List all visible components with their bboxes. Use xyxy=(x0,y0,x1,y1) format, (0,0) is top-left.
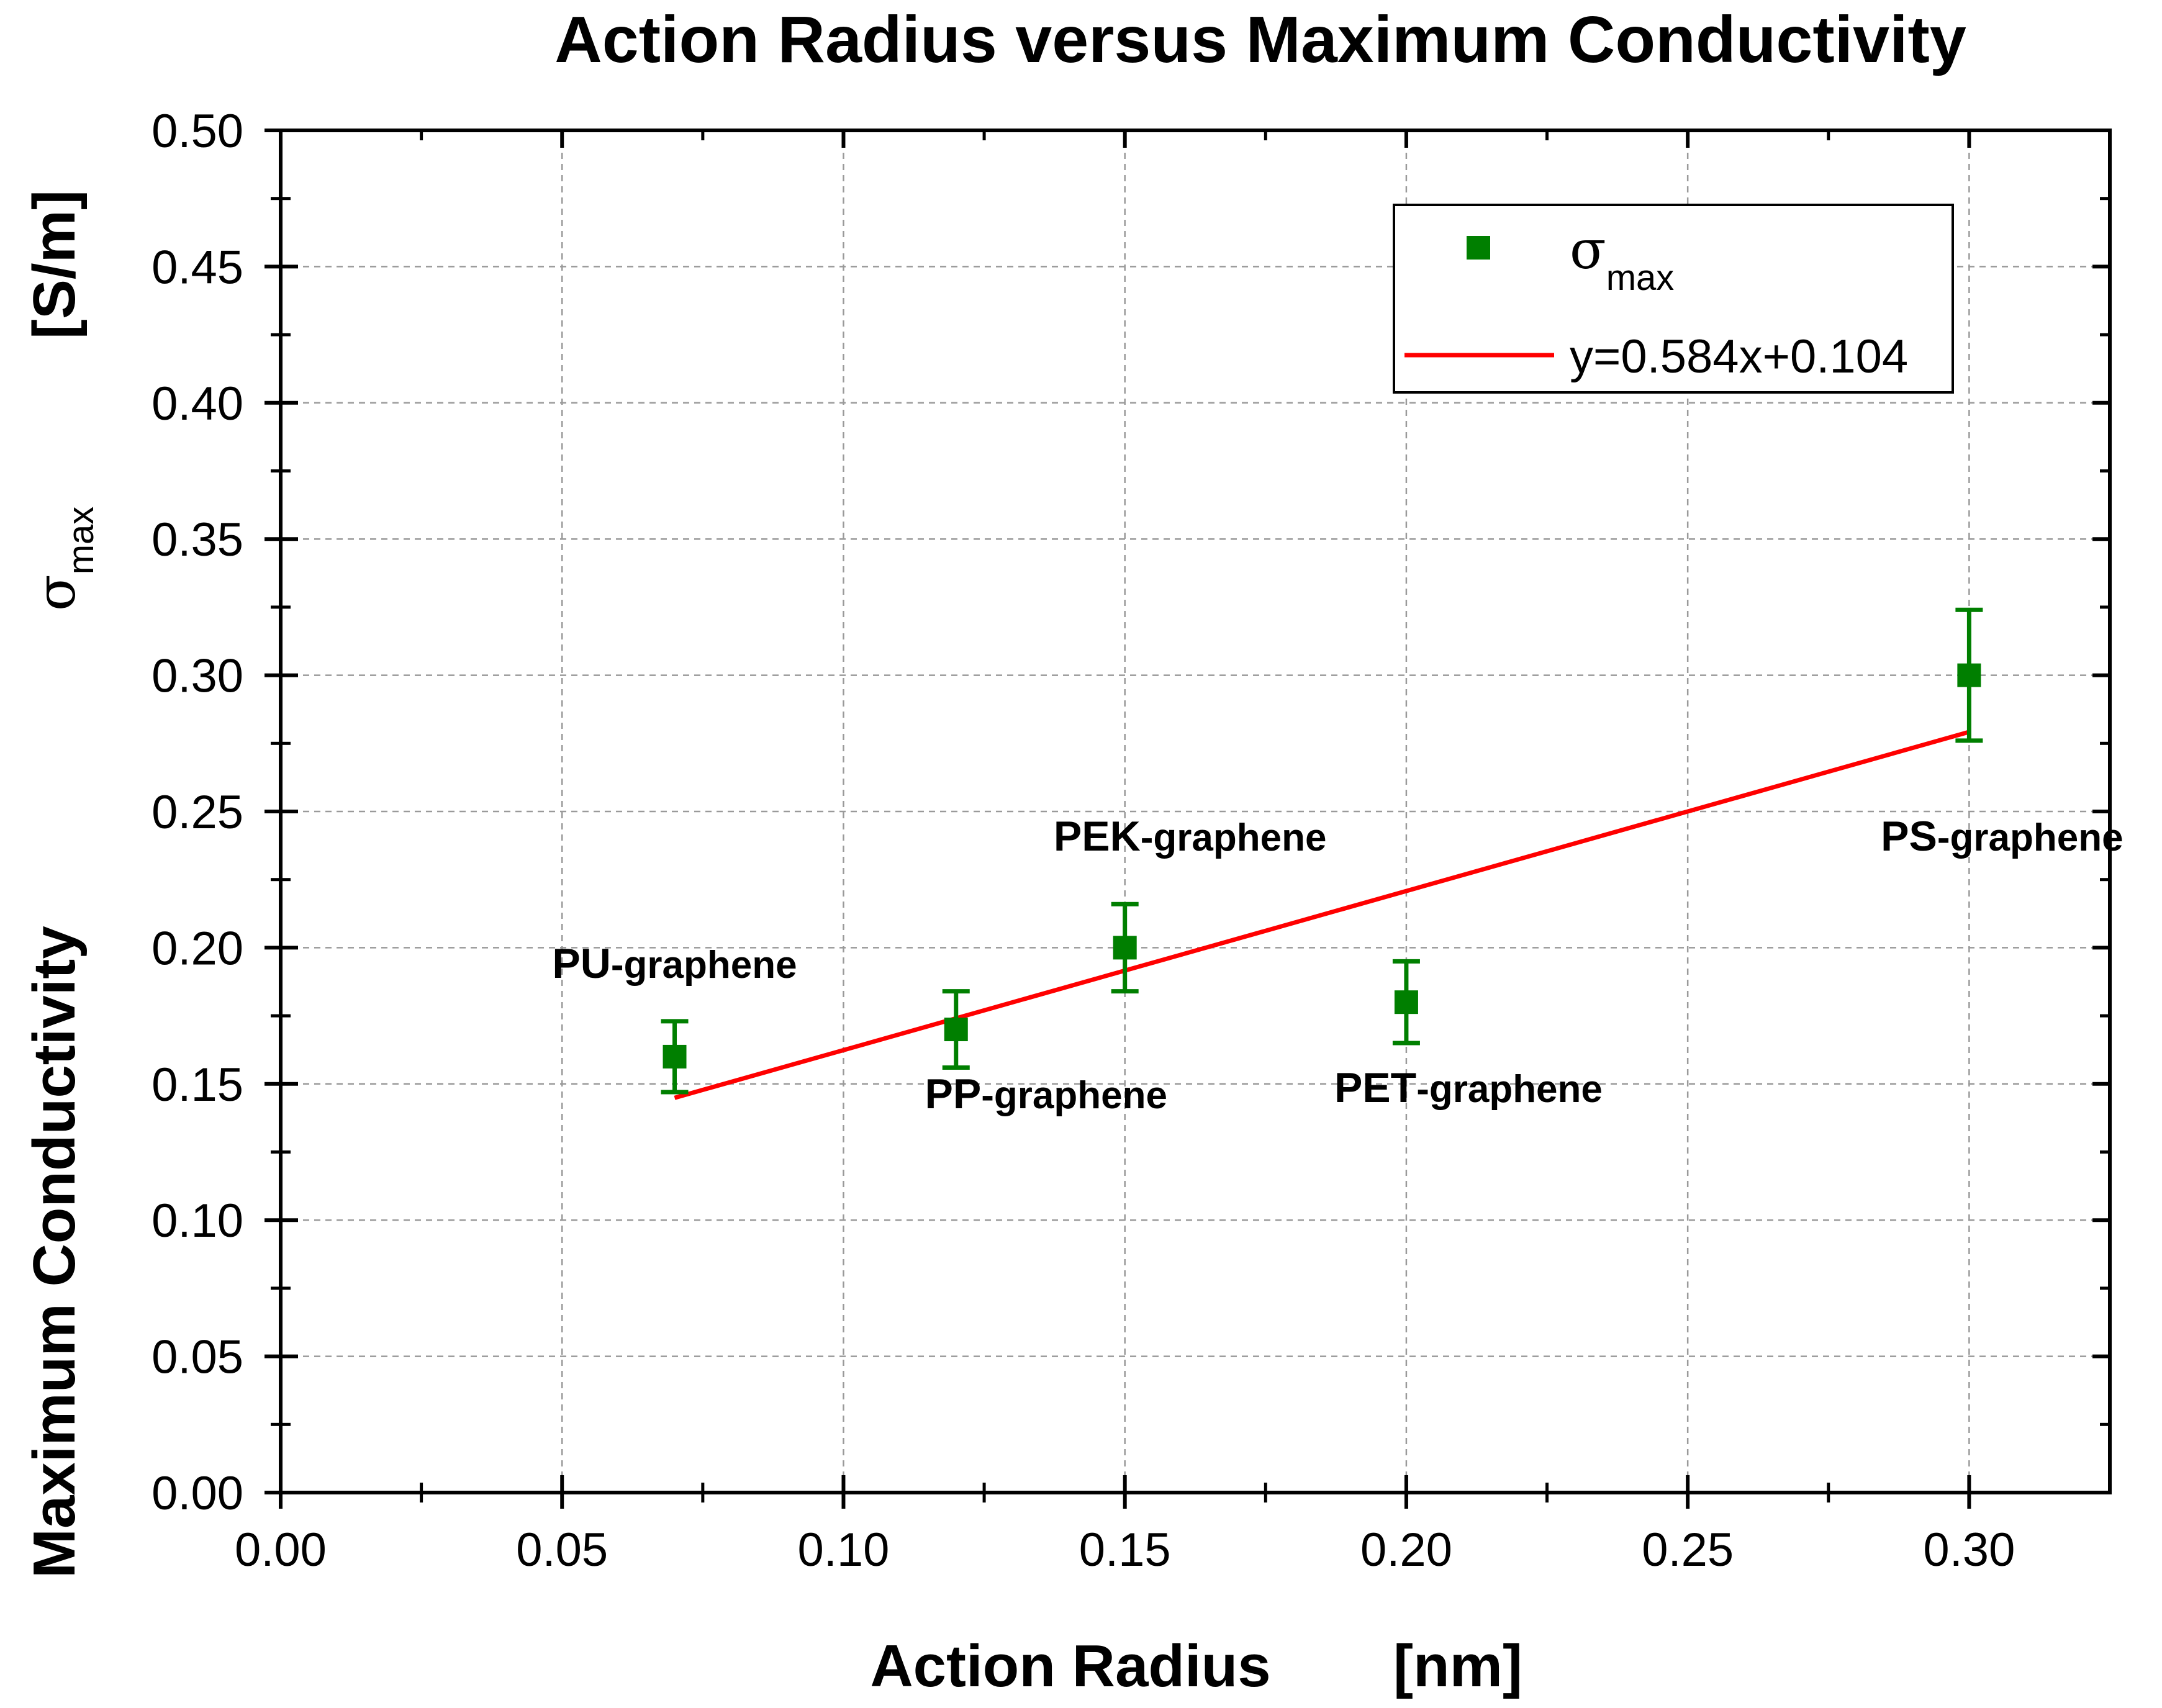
y-tick-label: 0.30 xyxy=(152,650,243,703)
svg-text:[S/m]: [S/m] xyxy=(21,190,88,339)
legend-marker-icon xyxy=(1467,236,1490,260)
x-tick-label: 0.30 xyxy=(1923,1524,2015,1576)
legend-line-label: y=0.584x+0.104 xyxy=(1570,330,1908,383)
point-annotation: PS-graphene xyxy=(1881,813,2123,860)
y-axis-label-unit: [S/m] xyxy=(21,190,88,339)
annotation-polymer: PS xyxy=(1881,813,1937,860)
y-tick-label: 0.10 xyxy=(152,1195,243,1247)
point-annotation: PP-graphene xyxy=(925,1070,1167,1118)
x-tick-label: 0.00 xyxy=(235,1524,327,1576)
y-tick-label: 0.15 xyxy=(152,1059,243,1111)
y-axis-label: Maximum Conductivity σmax [S/m] xyxy=(21,190,101,1578)
y-axis-ticks: 0.00 0.05 0.10 0.15 0.20 0.25 0.30 0.35 0.40 0.45… xyxy=(152,105,2110,1520)
legend-scatter-label: σmax xyxy=(1570,219,1674,298)
y-tick-label: 0.45 xyxy=(152,241,243,294)
x-axis-label-main: Action Radius xyxy=(870,1633,1270,1699)
point-annotation: PU-graphene xyxy=(552,940,797,987)
point-annotation: PET-graphene xyxy=(1334,1064,1603,1111)
annotation-suffix: -graphene xyxy=(981,1074,1167,1117)
y-tick-label: 0.50 xyxy=(152,105,243,158)
x-axis-label-unit: [nm] xyxy=(1393,1633,1522,1699)
legend-sigma-subscript: max xyxy=(1606,258,1675,298)
svg-text:σmax: σmax xyxy=(25,507,101,611)
annotation-polymer: PP xyxy=(925,1070,982,1118)
data-point-marker xyxy=(663,1044,687,1069)
data-point-marker xyxy=(1113,936,1137,960)
y-tick-label: 0.40 xyxy=(152,377,243,430)
x-axis-ticks: 0.00 0.05 0.10 0.15 0.20 0.25 0.30 xyxy=(235,130,2015,1576)
x-tick-label: 0.20 xyxy=(1360,1524,1452,1576)
x-tick-label: 0.25 xyxy=(1642,1524,1734,1576)
x-tick-label: 0.05 xyxy=(516,1524,608,1576)
y-axis-label-subscript: max xyxy=(61,507,101,575)
point-annotations: PU-graphenePP-graphenePEK-graphenePET-gr… xyxy=(552,813,2123,1118)
data-point-marker xyxy=(944,1018,968,1042)
fit-line xyxy=(674,730,1970,1100)
annotation-polymer: PET xyxy=(1334,1064,1416,1111)
legend-sigma-symbol: σ xyxy=(1570,219,1606,281)
x-tick-label: 0.15 xyxy=(1079,1524,1171,1576)
annotation-polymer: PEK xyxy=(1054,813,1141,860)
annotation-suffix: -graphene xyxy=(1141,816,1327,859)
y-tick-label: 0.05 xyxy=(152,1331,243,1384)
annotation-suffix: -graphene xyxy=(1937,816,2124,859)
annotation-polymer: PU xyxy=(552,940,610,987)
annotation-suffix: -graphene xyxy=(611,944,797,987)
y-tick-label: 0.25 xyxy=(152,786,243,839)
data-point-marker xyxy=(1394,990,1418,1014)
svg-text:Maximum Conductivity: Maximum Conductivity xyxy=(21,926,88,1578)
y-tick-label: 0.00 xyxy=(152,1467,243,1520)
y-tick-label: 0.35 xyxy=(152,513,243,566)
data-point-marker xyxy=(1957,663,1981,687)
x-tick-label: 0.10 xyxy=(798,1524,890,1576)
y-axis-label-main: Maximum Conductivity xyxy=(21,926,88,1578)
y-axis-label-symbol: σ xyxy=(25,574,88,611)
y-tick-label: 0.20 xyxy=(152,922,243,975)
data-points xyxy=(661,607,1983,1095)
legend: σmax y=0.584x+0.104 xyxy=(1393,204,1954,394)
point-annotation: PEK-graphene xyxy=(1054,813,1327,860)
chart-title: Action Radius versus Maximum Conductivit… xyxy=(554,3,1966,76)
annotation-suffix: -graphene xyxy=(1416,1068,1603,1111)
